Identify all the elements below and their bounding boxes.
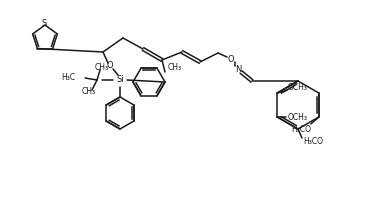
Text: Si: Si [116, 75, 124, 84]
Text: CH₃: CH₃ [168, 64, 182, 72]
Text: CH₃: CH₃ [95, 62, 109, 72]
Text: H₃CO: H₃CO [303, 136, 323, 146]
Text: OCH₃: OCH₃ [287, 112, 307, 121]
Text: H₃CO: H₃CO [291, 124, 311, 134]
Text: S: S [41, 20, 47, 28]
Text: OCH₃: OCH₃ [287, 84, 307, 92]
Text: N: N [235, 64, 241, 73]
Text: O: O [107, 62, 113, 71]
Text: O: O [228, 55, 234, 64]
Text: CH₃: CH₃ [82, 88, 96, 97]
Text: H₃C: H₃C [61, 73, 75, 82]
